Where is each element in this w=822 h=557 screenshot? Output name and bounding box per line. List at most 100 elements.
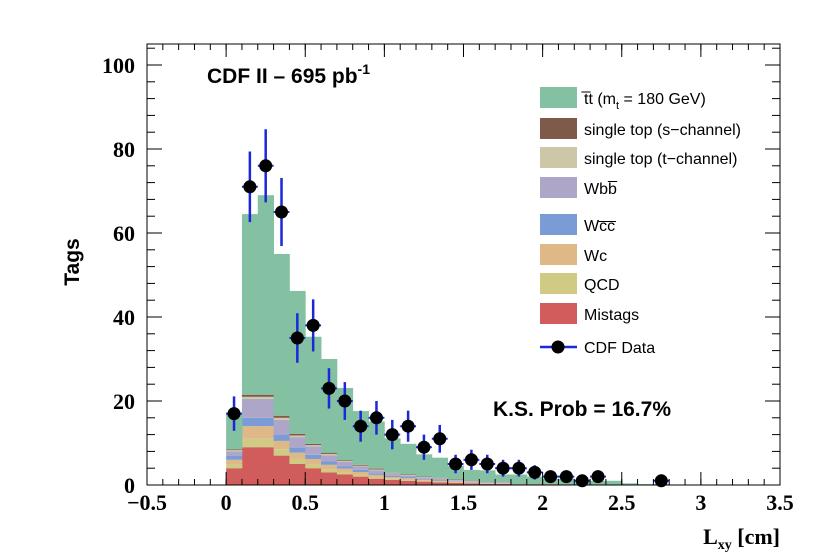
data-point bbox=[590, 470, 606, 484]
cdf-data-points bbox=[226, 129, 670, 488]
legend-label: t̅t (mt = 180 GeV) bbox=[581, 91, 706, 112]
bar-segment bbox=[384, 438, 401, 473]
series-wc-c bbox=[226, 417, 512, 483]
bar-segment bbox=[400, 475, 417, 478]
bar-segment bbox=[431, 479, 449, 481]
legend-label: single top (t−channel) bbox=[584, 151, 737, 168]
data-point bbox=[257, 129, 274, 203]
bar-segment bbox=[273, 455, 290, 485]
legend-item-cdf-data: CDF Data bbox=[540, 340, 655, 357]
series-mistags bbox=[226, 447, 623, 485]
bar-segment bbox=[352, 469, 369, 472]
x-axis-label-main: L bbox=[703, 524, 718, 549]
x-tick-label: 0 bbox=[221, 490, 232, 515]
bar-segment bbox=[336, 474, 354, 485]
legend-marker bbox=[551, 340, 565, 354]
bar-segment bbox=[305, 464, 322, 469]
bar-segment bbox=[241, 426, 259, 439]
bar-segment bbox=[384, 477, 401, 479]
x-tick-label: 1.5 bbox=[450, 490, 478, 515]
bar-segment bbox=[352, 466, 369, 470]
bar-segment bbox=[368, 468, 385, 470]
data-marker bbox=[227, 407, 241, 421]
y-axis-label: Tags bbox=[61, 238, 84, 285]
bar-segment bbox=[431, 481, 449, 483]
data-marker bbox=[401, 419, 415, 433]
bar-segment bbox=[257, 398, 274, 418]
bar-segment bbox=[241, 447, 259, 485]
bar-segment bbox=[495, 474, 512, 483]
bar-segment bbox=[431, 482, 449, 485]
legend-swatch bbox=[540, 118, 577, 139]
bar-segment bbox=[384, 473, 401, 476]
legend-swatch bbox=[540, 244, 577, 265]
bar-segment bbox=[289, 447, 306, 453]
bar-segment bbox=[479, 483, 496, 485]
data-point bbox=[431, 424, 448, 453]
bar-segment bbox=[289, 433, 306, 436]
data-point bbox=[400, 410, 417, 442]
x-tick-label: 3.5 bbox=[766, 490, 794, 515]
bar-segment bbox=[621, 483, 638, 485]
legend-item-tt-m: t̅t (mt = 180 GeV) bbox=[540, 87, 706, 112]
legend-swatch bbox=[540, 177, 577, 198]
bar-segment bbox=[368, 421, 385, 469]
bar-segment bbox=[368, 470, 385, 474]
x-axis-label-sub: xy bbox=[718, 538, 732, 553]
bar-segment bbox=[416, 481, 433, 485]
bar-segment bbox=[273, 254, 290, 416]
bar-segment bbox=[416, 454, 433, 477]
series-t-t-m-t-180-gev bbox=[226, 195, 702, 485]
series-single-top-s-channel bbox=[226, 394, 480, 481]
bar-segment bbox=[257, 447, 274, 485]
data-marker bbox=[528, 465, 542, 479]
y-tick-label: 60 bbox=[113, 221, 135, 246]
bar-segment bbox=[321, 461, 338, 465]
y-tick-label: 0 bbox=[124, 473, 135, 498]
series-single-top-t-channel bbox=[226, 396, 480, 482]
bar-segment bbox=[321, 469, 338, 473]
legend-label: single top (s−channel) bbox=[584, 122, 741, 139]
data-marker bbox=[512, 461, 526, 475]
data-point bbox=[416, 434, 432, 460]
series-wbb bbox=[226, 398, 512, 483]
bar-segment bbox=[226, 449, 243, 451]
bar-segment bbox=[495, 483, 512, 485]
bar-segment bbox=[226, 413, 243, 450]
bar-segment bbox=[273, 449, 290, 456]
bar-segment bbox=[241, 398, 259, 418]
bar-segment bbox=[431, 457, 449, 478]
bar-segment bbox=[416, 477, 433, 479]
bar-segment bbox=[463, 481, 480, 483]
series-qcd bbox=[226, 438, 512, 484]
stacked-histogram bbox=[226, 195, 702, 485]
data-marker bbox=[338, 394, 352, 408]
bar-segment bbox=[289, 464, 306, 485]
bar-segment bbox=[463, 469, 480, 481]
legend-label: QCD bbox=[584, 277, 620, 294]
bar-segment bbox=[305, 454, 322, 459]
bar-segment bbox=[273, 415, 290, 418]
legend-item-single-top-s-channel: single top (s−channel) bbox=[540, 118, 741, 139]
data-point bbox=[384, 419, 401, 450]
data-marker bbox=[306, 318, 320, 332]
bar-segment bbox=[605, 480, 623, 485]
plot-title-sup: -1 bbox=[358, 61, 371, 77]
bar-segment bbox=[416, 480, 433, 482]
bar-segment bbox=[352, 464, 369, 466]
data-point bbox=[226, 396, 242, 431]
bar-segment bbox=[257, 417, 274, 427]
y-tick-label: 80 bbox=[113, 137, 135, 162]
bar-segment bbox=[510, 474, 528, 485]
data-point bbox=[479, 454, 496, 474]
x-tick-label: −0.5 bbox=[127, 490, 167, 515]
x-tick-label: 3 bbox=[695, 490, 706, 515]
legend-item-wc: Wc bbox=[540, 244, 607, 265]
bar-segment bbox=[368, 473, 385, 475]
legend-item-qcd: QCD bbox=[540, 273, 620, 294]
bar-segment bbox=[305, 336, 322, 444]
data-marker bbox=[322, 381, 336, 395]
bar-segment bbox=[305, 458, 322, 464]
bar-segment bbox=[384, 475, 401, 478]
